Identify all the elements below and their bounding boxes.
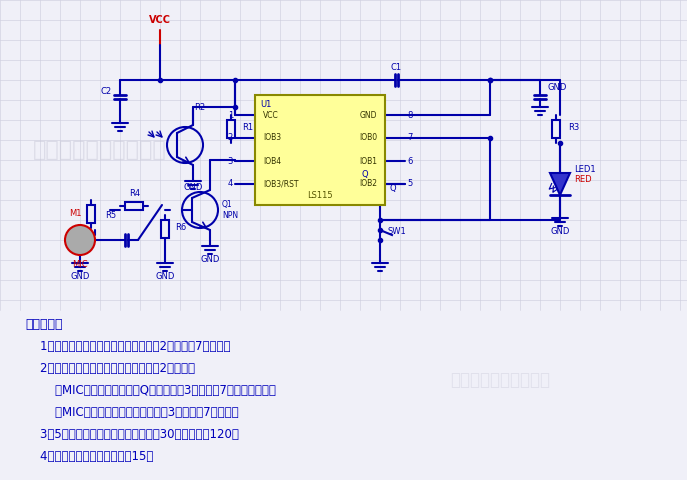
Text: 5: 5 (407, 180, 412, 189)
Text: IOB1: IOB1 (359, 156, 377, 166)
Text: M1: M1 (69, 209, 81, 218)
Text: IOB3/RST: IOB3/RST (263, 180, 298, 189)
Text: R5: R5 (105, 211, 116, 219)
Text: R2: R2 (194, 104, 205, 112)
Text: MIC: MIC (72, 260, 88, 269)
Text: 2、晚上，光敏电阻无光感，呈低阻，2脚为低：: 2、晚上，光敏电阻无光感，呈低阻，2脚为低： (25, 362, 195, 375)
Text: 1: 1 (228, 110, 233, 120)
Text: 3: 3 (227, 156, 233, 166)
Bar (125, 202, 143, 210)
Text: LED1: LED1 (574, 166, 596, 175)
Text: GND: GND (550, 227, 570, 236)
Text: 深圳墨顿科技有限公司: 深圳墨顿科技有限公司 (33, 140, 167, 160)
Text: IOB2: IOB2 (359, 180, 377, 189)
Text: IOB0: IOB0 (359, 133, 377, 143)
Text: 7: 7 (407, 133, 412, 143)
Text: 8: 8 (407, 110, 412, 120)
Text: VCC: VCC (263, 110, 279, 120)
Text: 4、第一次上电，会延时输出15秒: 4、第一次上电，会延时输出15秒 (25, 450, 153, 463)
Text: Q: Q (390, 184, 396, 193)
Text: Q: Q (361, 170, 368, 179)
Text: GND: GND (359, 110, 377, 120)
Text: Q1
NPN: Q1 NPN (222, 200, 238, 220)
Polygon shape (550, 173, 570, 195)
Bar (227, 120, 235, 138)
Text: LS115: LS115 (307, 191, 333, 200)
Text: GND: GND (201, 255, 220, 264)
Text: IOB3: IOB3 (263, 133, 281, 143)
Bar (161, 220, 169, 238)
Text: U1: U1 (260, 100, 271, 109)
Bar (255, 95, 385, 205)
Text: 若MIC没有检测到声音，则无法给3脚脉冲，7脚无输出: 若MIC没有检测到声音，则无法给3脚脉冲，7脚无输出 (25, 406, 238, 419)
Text: C1: C1 (390, 63, 402, 72)
Text: 4: 4 (228, 180, 233, 189)
Text: R3: R3 (568, 123, 579, 132)
Text: 6: 6 (407, 156, 412, 166)
Text: 2: 2 (228, 133, 233, 143)
Text: R4: R4 (129, 189, 141, 198)
Text: R1: R1 (242, 123, 253, 132)
Text: SW1: SW1 (388, 228, 407, 237)
Text: 1、白天，光敏电阻感到光，呈高阻，2脚为高，7脚无输出: 1、白天，光敏电阻感到光，呈高阻，2脚为高，7脚无输出 (25, 340, 231, 353)
Bar (87, 205, 95, 223)
Text: VCC: VCC (149, 15, 171, 25)
Text: GND: GND (548, 83, 567, 92)
Text: 功能说明：: 功能说明： (25, 318, 63, 331)
Bar (552, 120, 560, 138)
Text: GND: GND (183, 183, 203, 192)
Text: GND: GND (155, 272, 174, 281)
Text: RED: RED (574, 176, 592, 184)
Text: 若MIC检测到声音，则经Q放大后，给3脚脉冲，7脚有高电平输出: 若MIC检测到声音，则经Q放大后，给3脚脉冲，7脚有高电平输出 (25, 384, 276, 397)
Circle shape (65, 225, 95, 255)
Text: 3、5脚悬空模式下，每次输出时间为30秒；接地为120秒: 3、5脚悬空模式下，每次输出时间为30秒；接地为120秒 (25, 428, 239, 441)
Text: 深圳墨顿科技有限公司: 深圳墨顿科技有限公司 (450, 371, 550, 389)
Text: GND: GND (70, 272, 90, 281)
Text: IOB4: IOB4 (263, 156, 281, 166)
Text: R6: R6 (175, 224, 186, 232)
Text: C2: C2 (101, 87, 112, 96)
